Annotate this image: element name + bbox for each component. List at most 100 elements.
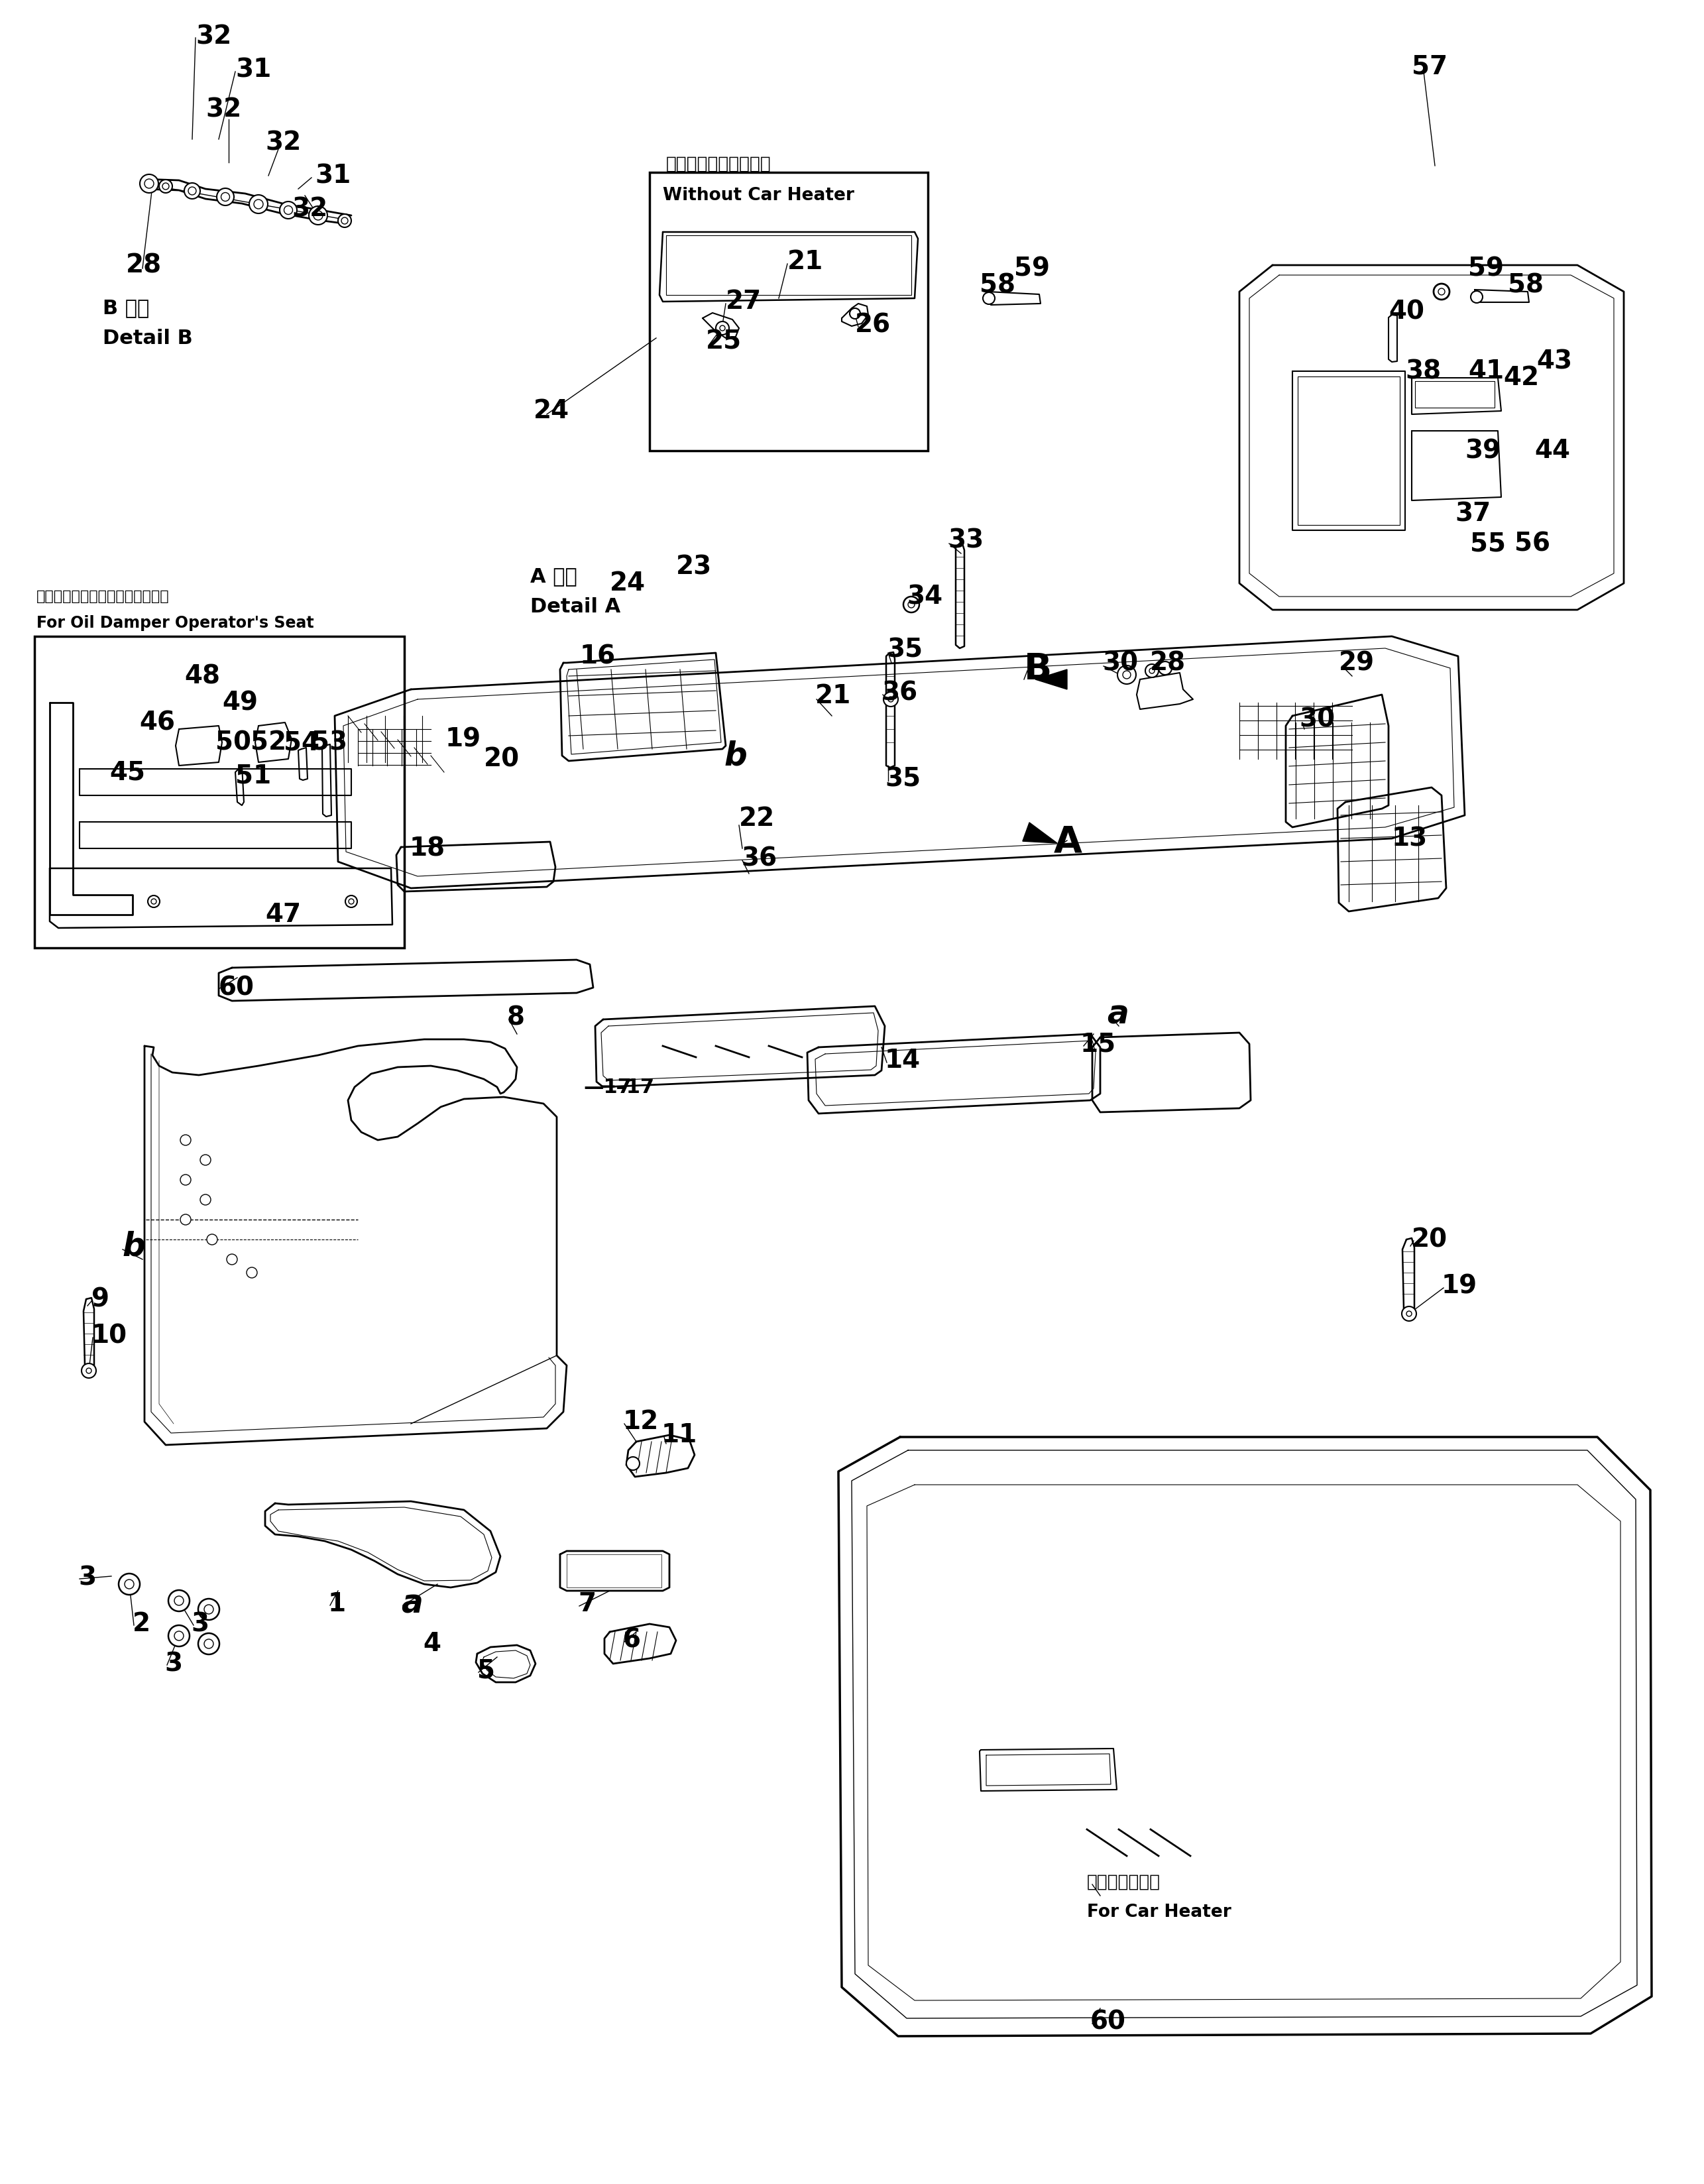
Text: 28: 28 bbox=[126, 253, 162, 277]
Circle shape bbox=[181, 1175, 191, 1186]
Text: 39: 39 bbox=[1465, 439, 1501, 463]
Text: 58: 58 bbox=[1508, 273, 1544, 297]
Circle shape bbox=[279, 201, 296, 218]
Text: 26: 26 bbox=[855, 312, 891, 336]
Text: 51: 51 bbox=[235, 762, 271, 788]
Text: 59: 59 bbox=[1469, 256, 1505, 282]
Text: A 詳細: A 詳細 bbox=[530, 568, 578, 585]
Text: 32: 32 bbox=[266, 129, 302, 155]
Text: 35: 35 bbox=[886, 638, 922, 662]
Circle shape bbox=[337, 214, 351, 227]
Text: 11: 11 bbox=[661, 1422, 697, 1448]
Text: 14: 14 bbox=[884, 1048, 920, 1072]
Text: 33: 33 bbox=[947, 529, 983, 553]
Text: 47: 47 bbox=[266, 902, 302, 928]
Circle shape bbox=[87, 1367, 92, 1374]
Circle shape bbox=[119, 1572, 140, 1594]
Text: 49: 49 bbox=[222, 690, 257, 714]
Text: 10: 10 bbox=[92, 1324, 128, 1348]
Text: 32: 32 bbox=[196, 24, 232, 48]
Text: Detail B: Detail B bbox=[102, 328, 193, 347]
Text: 60: 60 bbox=[1091, 2009, 1126, 2033]
Circle shape bbox=[227, 1254, 237, 1265]
Text: 25: 25 bbox=[705, 330, 741, 354]
Circle shape bbox=[349, 900, 354, 904]
Circle shape bbox=[983, 293, 995, 304]
Circle shape bbox=[145, 179, 153, 188]
Text: A: A bbox=[1053, 823, 1082, 860]
Circle shape bbox=[152, 900, 157, 904]
Text: オイルダンパオペレータシート用: オイルダンパオペレータシート用 bbox=[36, 590, 169, 603]
Circle shape bbox=[1123, 670, 1131, 679]
Circle shape bbox=[169, 1625, 189, 1647]
Text: 3: 3 bbox=[191, 1612, 210, 1636]
Text: 38: 38 bbox=[1406, 358, 1442, 384]
Text: 42: 42 bbox=[1503, 365, 1539, 391]
Circle shape bbox=[204, 1640, 213, 1649]
Text: a: a bbox=[1108, 998, 1128, 1031]
Text: —17: —17 bbox=[583, 1077, 632, 1096]
Circle shape bbox=[169, 1590, 189, 1612]
Circle shape bbox=[1402, 1306, 1416, 1321]
Circle shape bbox=[174, 1631, 184, 1640]
Text: 19: 19 bbox=[445, 727, 481, 751]
Text: 46: 46 bbox=[140, 710, 176, 736]
Text: 53: 53 bbox=[312, 729, 348, 756]
Circle shape bbox=[1433, 284, 1450, 299]
Circle shape bbox=[1148, 668, 1155, 673]
Text: 16: 16 bbox=[579, 644, 615, 668]
Circle shape bbox=[184, 183, 199, 199]
Circle shape bbox=[308, 205, 327, 225]
Text: カーヒーター用: カーヒーター用 bbox=[1087, 1874, 1160, 1891]
Text: 3: 3 bbox=[78, 1566, 95, 1590]
Text: 4: 4 bbox=[423, 1631, 441, 1655]
Text: 55: 55 bbox=[1471, 531, 1506, 557]
Circle shape bbox=[1438, 288, 1445, 295]
Polygon shape bbox=[1036, 670, 1067, 690]
Circle shape bbox=[158, 179, 172, 192]
Text: 24: 24 bbox=[533, 397, 569, 424]
Text: 37: 37 bbox=[1455, 500, 1491, 526]
Circle shape bbox=[174, 1597, 184, 1605]
Circle shape bbox=[198, 1599, 220, 1621]
Circle shape bbox=[254, 199, 262, 210]
Text: 1: 1 bbox=[329, 1592, 346, 1616]
Text: 58: 58 bbox=[980, 273, 1016, 297]
Text: 44: 44 bbox=[1534, 439, 1569, 463]
Text: a: a bbox=[400, 1588, 423, 1621]
Text: 36: 36 bbox=[881, 679, 917, 705]
Circle shape bbox=[249, 194, 268, 214]
Text: 24: 24 bbox=[610, 570, 646, 596]
Text: 48: 48 bbox=[184, 664, 220, 688]
Circle shape bbox=[222, 192, 230, 201]
Text: 30: 30 bbox=[1102, 651, 1138, 675]
Circle shape bbox=[1471, 290, 1482, 304]
Text: 57: 57 bbox=[1411, 55, 1448, 79]
Circle shape bbox=[181, 1136, 191, 1144]
Circle shape bbox=[247, 1267, 257, 1278]
Text: 15: 15 bbox=[1080, 1031, 1116, 1057]
Text: 8: 8 bbox=[508, 1005, 525, 1031]
Text: 12: 12 bbox=[624, 1409, 659, 1435]
Circle shape bbox=[346, 895, 358, 906]
Text: 20: 20 bbox=[1411, 1227, 1448, 1251]
Circle shape bbox=[206, 1234, 218, 1245]
Text: 34: 34 bbox=[907, 583, 942, 609]
Text: 50: 50 bbox=[215, 729, 250, 756]
Text: 45: 45 bbox=[109, 760, 145, 784]
Circle shape bbox=[888, 697, 893, 701]
Text: 32: 32 bbox=[206, 96, 242, 122]
Bar bbox=[34, 636, 404, 948]
Circle shape bbox=[1406, 1310, 1411, 1317]
Text: 21: 21 bbox=[815, 684, 852, 708]
Text: 6: 6 bbox=[624, 1627, 641, 1653]
Text: 31: 31 bbox=[235, 57, 271, 83]
Text: 3: 3 bbox=[164, 1651, 182, 1677]
Circle shape bbox=[314, 212, 322, 221]
Polygon shape bbox=[1022, 823, 1056, 843]
Text: B 詳細: B 詳細 bbox=[102, 299, 150, 319]
Text: 20: 20 bbox=[484, 747, 520, 771]
Circle shape bbox=[1145, 664, 1159, 677]
Text: Without Car Heater: Without Car Heater bbox=[663, 188, 854, 203]
Text: 28: 28 bbox=[1150, 651, 1186, 675]
